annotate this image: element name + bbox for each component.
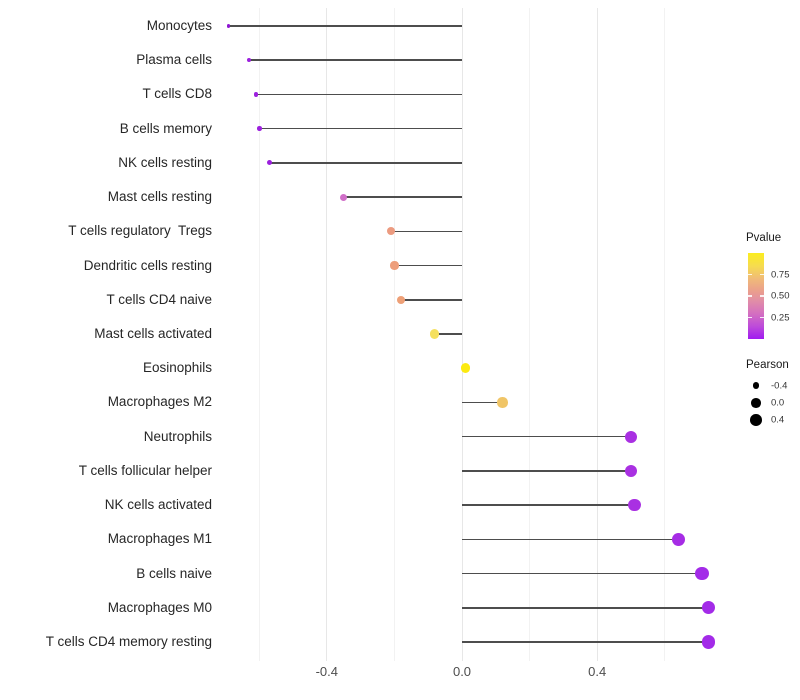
x-tick-label: 0.0: [452, 664, 472, 679]
pvalue-tick-label: 0.75: [771, 269, 790, 280]
row-label: Macrophages M0: [107, 599, 212, 615]
row-label: Dendritic cells resting: [83, 257, 212, 273]
data-point: [256, 126, 262, 131]
stem: [462, 538, 679, 541]
stem: [391, 230, 462, 233]
data-point: [227, 24, 231, 28]
pvalue-legend-title: Pvalue: [746, 232, 782, 244]
pvalue-tick-label: 0.50: [771, 290, 790, 302]
data-point: [253, 92, 259, 97]
row-label: Macrophages M2: [107, 394, 212, 410]
major-gridline: [326, 8, 328, 661]
stem: [255, 93, 462, 96]
stem: [462, 504, 635, 506]
data-point: [695, 566, 709, 581]
colorbar-tick-mark: [760, 273, 764, 276]
stem: [343, 196, 462, 198]
stem: [462, 572, 702, 575]
minor-gridline: [529, 8, 531, 661]
row-label: Mast cells activated: [94, 325, 212, 341]
data-point: [624, 464, 638, 477]
data-point: [671, 532, 685, 546]
pearson-tick-label: 0.4: [771, 414, 785, 426]
colorbar-tick-mark: [760, 295, 764, 297]
row-label: NK cells activated: [104, 497, 212, 513]
colorbar-tick-mark: [748, 273, 752, 276]
row-label: Macrophages M1: [107, 531, 212, 547]
colorbar-tick-mark: [748, 316, 752, 319]
stem: [394, 264, 462, 267]
row-label: T cells CD4 memory resting: [45, 633, 212, 649]
major-gridline: [461, 8, 463, 661]
row-label: T cells follicular helper: [78, 462, 212, 478]
row-label: Mast cells resting: [107, 189, 212, 205]
stem: [462, 606, 709, 609]
pearson-legend-title: Pearson: [746, 359, 789, 371]
pvalue-tick-label: 0.25: [771, 312, 790, 323]
pearson-tick-label: -0.4: [771, 380, 788, 391]
stem: [269, 162, 462, 164]
row-label: Monocytes: [146, 18, 212, 33]
pearson-tick-label: 0.0: [771, 397, 785, 409]
row-label: T cells regulatory Tregs: [68, 223, 212, 239]
data-point: [390, 261, 399, 270]
row-label: B cells naive: [136, 565, 212, 581]
data-point: [266, 160, 272, 166]
stem: [249, 59, 462, 61]
pearson-size-dot: [750, 414, 762, 426]
stem: [462, 401, 503, 404]
minor-gridline: [664, 8, 666, 661]
colorbar-tick-mark: [760, 316, 764, 319]
stem: [401, 298, 462, 301]
data-point: [430, 329, 440, 339]
data-point: [702, 601, 716, 615]
stem: [228, 25, 462, 27]
row-label: NK cells resting: [118, 154, 212, 170]
minor-gridline: [393, 8, 395, 661]
pearson-size-dot: [752, 382, 760, 389]
stem: [259, 127, 462, 130]
row-label: B cells memory: [119, 120, 212, 136]
stem: [462, 470, 631, 472]
stem: [462, 641, 709, 643]
x-tick-label: -0.4: [315, 664, 338, 679]
x-tick-label: 0.4: [588, 664, 607, 679]
data-point: [497, 397, 508, 408]
major-gridline: [596, 8, 598, 661]
stem: [434, 333, 462, 335]
pearson-size-dot: [751, 398, 761, 408]
row-label: Eosinophils: [142, 360, 212, 376]
data-point: [396, 295, 406, 304]
row-label: Plasma cells: [136, 52, 212, 68]
stem: [462, 435, 631, 438]
data-point: [386, 227, 396, 236]
row-label: T cells CD4 naive: [106, 291, 212, 307]
colorbar-tick-mark: [748, 295, 752, 297]
minor-gridline: [258, 8, 260, 661]
data-point: [628, 498, 641, 512]
data-point: [246, 58, 252, 63]
data-point: [340, 193, 348, 201]
data-point: [702, 635, 716, 649]
row-label: Neutrophils: [143, 428, 212, 444]
row-label: T cells CD8: [142, 86, 212, 102]
data-point: [624, 430, 638, 443]
data-point: [460, 363, 471, 373]
